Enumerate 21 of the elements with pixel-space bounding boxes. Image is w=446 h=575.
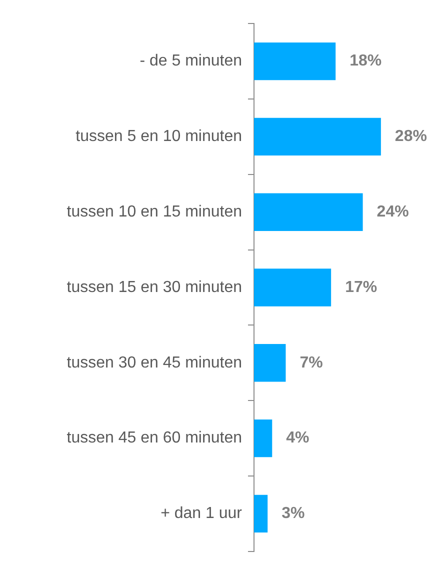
data-label: 28%	[394, 128, 427, 146]
data-label: 24%	[376, 204, 409, 221]
data-label: 18%	[350, 52, 382, 70]
data-label: 4%	[286, 430, 310, 447]
bar	[254, 419, 272, 458]
bar	[254, 118, 381, 156]
y-tick-label: - de 5 minuten	[140, 52, 242, 70]
y-tick-label: + dan 1 uur	[160, 505, 243, 522]
bar	[254, 494, 268, 533]
y-tick-label: tussen 45 en 60 minuten	[66, 430, 242, 447]
data-label: 7%	[300, 354, 323, 372]
y-tick-label: tussen 30 en 45 minuten	[66, 354, 242, 372]
y-tick-label: tussen 15 en 30 minuten	[66, 278, 242, 296]
y-tick-label: tussen 5 en 10 minuten	[76, 128, 242, 146]
bar	[254, 42, 336, 80]
data-label: 17%	[345, 278, 378, 296]
bar	[254, 193, 363, 231]
bar	[254, 268, 332, 306]
y-tick-label: tussen 10 en 15 minuten	[66, 204, 242, 221]
data-label: 3%	[282, 505, 305, 522]
bar	[254, 344, 286, 382]
